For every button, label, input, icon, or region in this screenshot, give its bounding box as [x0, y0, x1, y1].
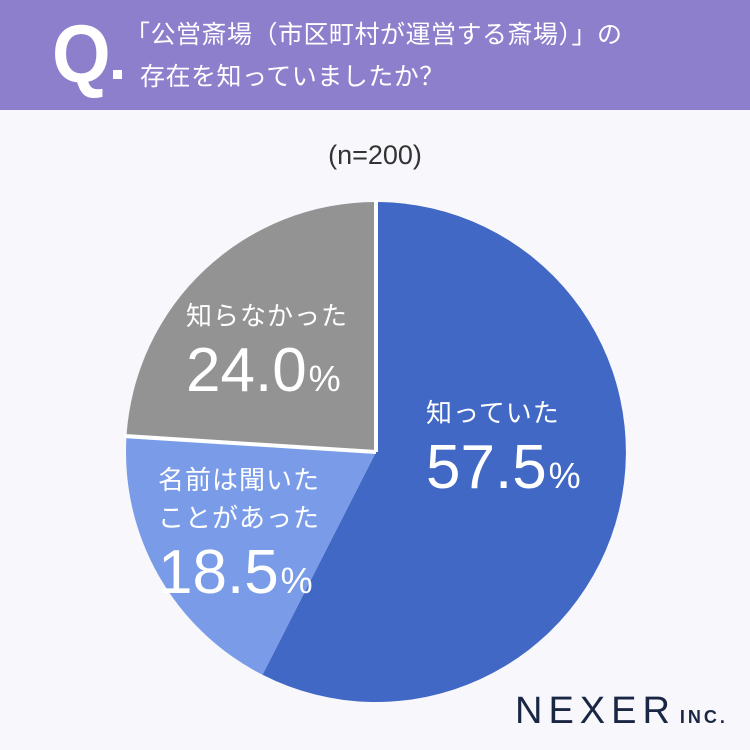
- label-heard: 名前は聞いた ことがあった 18.5%: [158, 462, 320, 616]
- label-didnt-know-value: 24.0%: [186, 336, 341, 405]
- slice-didnt-know: [126, 202, 376, 452]
- divider-left: [123, 434, 377, 454]
- label-didnt-know: 知らなかった 24.0%: [186, 298, 348, 414]
- label-didnt-know-category: 知らなかった: [186, 302, 349, 332]
- label-heard-category-2: ことがあった: [158, 504, 321, 534]
- question-line-1: 「公営斎場（市区町村が運営する斎場）」の: [125, 20, 623, 49]
- nexer-logo: NEXER INC.: [515, 690, 728, 732]
- label-knew: 知っていた 57.5%: [426, 395, 581, 511]
- slice-knew: [262, 202, 626, 702]
- slice-heard: [126, 436, 376, 675]
- q-dot: [113, 70, 122, 79]
- sample-size: (n=200): [328, 140, 422, 170]
- label-knew-value: 57.5%: [426, 433, 581, 502]
- question-line-2: 存在を知っていましたか？: [140, 62, 445, 91]
- question-header: Q 「公営斎場（市区町村が運営する斎場）」の 存在を知っていましたか？: [0, 0, 750, 110]
- q-mark: Q: [52, 9, 111, 100]
- label-heard-category-1: 名前は聞いた: [158, 466, 321, 496]
- label-knew-category: 知っていた: [426, 399, 560, 429]
- label-heard-value: 18.5%: [158, 538, 313, 607]
